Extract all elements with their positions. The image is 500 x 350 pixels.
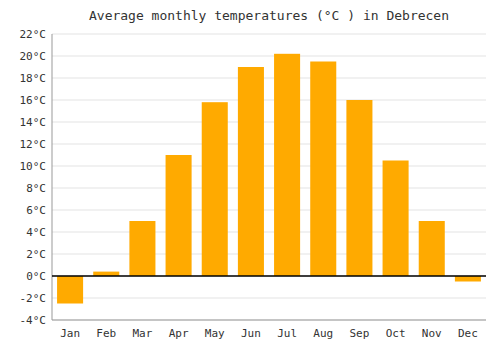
y-tick-label: -4°C (20, 314, 47, 327)
grid-line (52, 276, 486, 277)
x-tick-label: Sep (349, 327, 369, 340)
x-tick-label: Aug (313, 327, 333, 340)
x-tick-label: Oct (386, 327, 406, 340)
grid-line (52, 34, 486, 35)
grid-line (52, 100, 486, 101)
baseline (52, 275, 486, 277)
bar (346, 100, 372, 276)
bar (455, 276, 481, 282)
bar (202, 102, 228, 276)
grid-line (52, 298, 486, 299)
grid-line (52, 122, 486, 123)
x-tick-label: Apr (169, 327, 189, 340)
x-tick-label: Feb (96, 327, 116, 340)
title: Average monthly temperatures (°C ) in De… (89, 8, 449, 23)
y-tick-label: 14°C (20, 116, 47, 129)
chart: Average monthly temperatures (°C ) in De… (0, 0, 500, 350)
bar (383, 161, 409, 277)
bar (166, 155, 192, 276)
y-tick-label: 20°C (20, 50, 47, 63)
grid-line (52, 166, 486, 167)
y-tick-label: 18°C (20, 72, 47, 85)
x-axis-line (52, 320, 486, 321)
x-tick-label: Nov (422, 327, 442, 340)
bar (238, 67, 264, 276)
y-tick-label: 22°C (20, 28, 47, 41)
grid-line (52, 78, 486, 79)
y-tick-label: 0°C (26, 270, 46, 283)
bar (310, 62, 336, 277)
y-tick-label: 2°C (26, 248, 46, 261)
chart-container: Average monthly temperatures (°C ) in De… (0, 0, 500, 350)
x-axis: Jan Feb Mar Apr May Jun Jul Aug Sep Oct Nov Dec (60, 327, 478, 340)
y-tick-label: -2°C (20, 292, 47, 305)
y-tick-label: 4°C (26, 226, 46, 239)
grid-line (52, 144, 486, 145)
y-axis-line (52, 34, 53, 320)
bars (57, 54, 481, 304)
x-tick-label: May (205, 327, 225, 340)
grid-line (52, 210, 486, 211)
x-tick-label: Jan (60, 327, 80, 340)
grid (52, 34, 486, 320)
y-tick-label: 6°C (26, 204, 46, 217)
x-tick-label: Mar (132, 327, 152, 340)
y-tick-label: 10°C (20, 160, 47, 173)
grid-line (52, 188, 486, 189)
y-tick-label: 16°C (20, 94, 47, 107)
x-tick-label: Jun (241, 327, 261, 340)
bar (57, 276, 83, 304)
grid-line (52, 320, 486, 321)
bar (419, 221, 445, 276)
bar (129, 221, 155, 276)
y-tick-label: 12°C (20, 138, 47, 151)
x-tick-label: Jul (277, 327, 297, 340)
x-tick-label: Dec (458, 327, 478, 340)
y-axis: -4°C -2°C 0°C 2°C 4°C 6°C 8°C 10°C 12°C 14°C 16°C 1… (20, 28, 47, 327)
bar (274, 54, 300, 276)
y-tick-label: 8°C (26, 182, 46, 195)
grid-line (52, 56, 486, 57)
